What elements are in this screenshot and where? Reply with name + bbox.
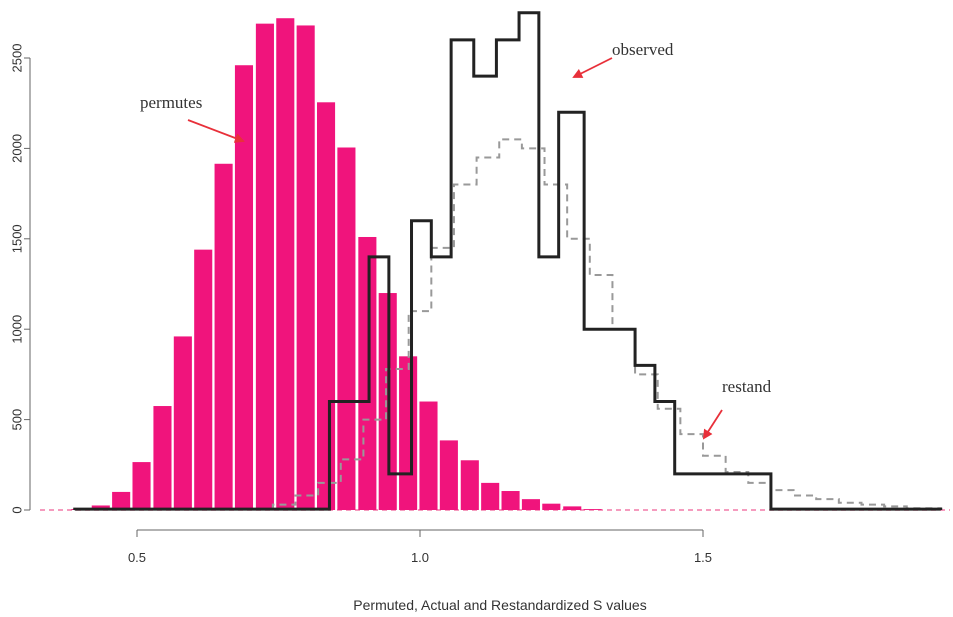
permutes-bar (481, 482, 500, 510)
permutes-bar (194, 249, 213, 510)
annotations: permutes observed restand (140, 40, 772, 440)
permutes-bar (542, 503, 561, 510)
permutes-annotation-arrow (187, 119, 245, 143)
permutes-bar (316, 102, 336, 511)
permutes-bar (563, 506, 582, 510)
restand-step-line (271, 138, 942, 510)
y-tick-label: 1000 (9, 315, 24, 344)
permutes-bar (358, 236, 377, 510)
step-lines (73, 11, 943, 511)
permutes-bar (234, 65, 254, 511)
observed-step-line (73, 11, 943, 511)
y-tick-label: 1500 (9, 224, 24, 253)
permutes-bar (337, 147, 356, 510)
y-tick-label: 2000 (9, 134, 24, 163)
permutes-bar (255, 23, 274, 510)
permutes-bar (153, 406, 172, 510)
permutes-bar (583, 509, 602, 510)
permutes-bar (112, 491, 131, 510)
restand-annotation-label: restand (722, 377, 772, 396)
y-tick-label: 0 (9, 506, 24, 513)
restand-annotation-arrow (702, 409, 723, 440)
permutes-bar (214, 163, 233, 510)
x-tick-label: 0.5 (128, 550, 146, 565)
permutes-bar (399, 356, 418, 510)
permutes-bar (296, 25, 315, 511)
y-tick-label: 2500 (9, 44, 24, 73)
permutes-bar (460, 460, 479, 510)
permutes-bar (439, 440, 458, 510)
x-tick-label: 1.0 (411, 550, 429, 565)
permutes-bar (419, 401, 438, 510)
permutes-bar (521, 499, 540, 510)
observed-annotation-label: observed (612, 40, 674, 59)
permutes-bar (501, 491, 520, 510)
y-tick-label: 500 (9, 409, 24, 431)
observed-annotation-arrow (572, 57, 613, 78)
permutes-bar (276, 18, 295, 510)
x-tick-label: 1.5 (694, 550, 712, 565)
permutes-annotation-label: permutes (140, 93, 202, 112)
x-axis-title: Permuted, Actual and Restandardized S va… (353, 597, 646, 613)
permutes-bar (132, 462, 151, 510)
permutes-bar (173, 336, 192, 510)
permutes-bars (71, 18, 602, 511)
